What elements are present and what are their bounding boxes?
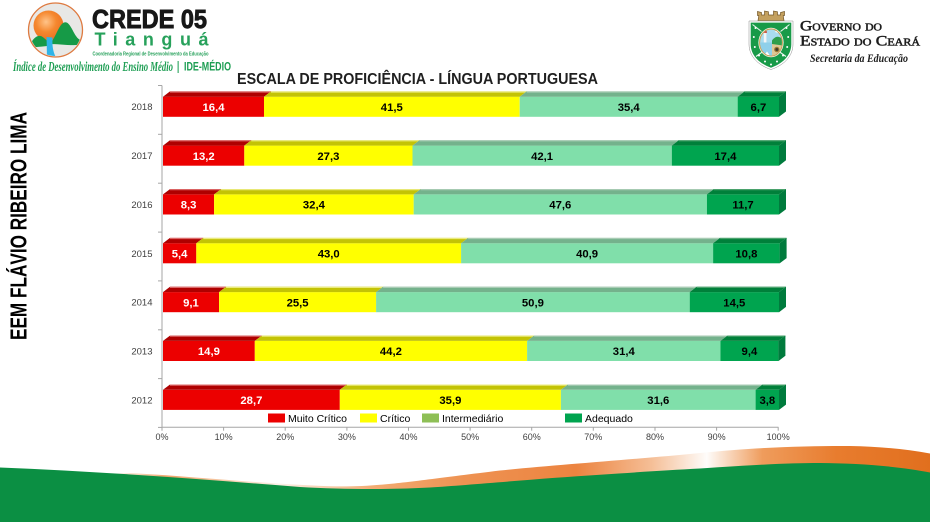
svg-text:70%: 70% bbox=[584, 432, 602, 442]
svg-text:2013: 2013 bbox=[131, 347, 152, 358]
svg-text:40,9: 40,9 bbox=[576, 249, 598, 261]
svg-text:25,5: 25,5 bbox=[287, 297, 309, 309]
svg-text:ESCALA DE PROFICIÊNCIA - LÍNGU: ESCALA DE PROFICIÊNCIA - LÍNGUA PORTUGUE… bbox=[237, 70, 598, 88]
svg-text:2017: 2017 bbox=[131, 151, 152, 162]
svg-text:80%: 80% bbox=[646, 432, 664, 442]
svg-text:13,2: 13,2 bbox=[193, 151, 215, 163]
svg-text:3,8: 3,8 bbox=[759, 395, 775, 407]
svg-text:32,4: 32,4 bbox=[303, 200, 326, 212]
svg-text:10%: 10% bbox=[215, 432, 233, 442]
svg-text:Adequado: Adequado bbox=[585, 413, 633, 425]
svg-text:47,6: 47,6 bbox=[549, 200, 571, 212]
svg-text:Muito Crítico: Muito Crítico bbox=[288, 413, 347, 425]
svg-text:44,2: 44,2 bbox=[380, 346, 402, 358]
svg-text:0%: 0% bbox=[155, 432, 168, 442]
svg-text:14,9: 14,9 bbox=[198, 346, 220, 358]
svg-text:31,6: 31,6 bbox=[647, 395, 669, 407]
svg-text:Governo do: Governo do bbox=[800, 19, 882, 35]
svg-text:11,7: 11,7 bbox=[732, 200, 753, 212]
svg-text:2018: 2018 bbox=[131, 102, 152, 113]
svg-text:90%: 90% bbox=[708, 432, 726, 442]
svg-text:35,4: 35,4 bbox=[618, 102, 641, 114]
svg-text:16,4: 16,4 bbox=[203, 102, 226, 114]
svg-text:Índice de Desenvolvimento do E: Índice de Desenvolvimento do Ensino Médi… bbox=[12, 59, 173, 74]
svg-text:60%: 60% bbox=[523, 432, 541, 442]
svg-text:Secretaria da Educação: Secretaria da Educação bbox=[810, 53, 908, 65]
svg-text:31,4: 31,4 bbox=[613, 346, 636, 358]
svg-text:IDE-MÉDIO: IDE-MÉDIO bbox=[184, 61, 231, 74]
svg-text:CREDE 05: CREDE 05 bbox=[92, 4, 207, 34]
svg-text:6,7: 6,7 bbox=[751, 102, 767, 114]
svg-text:14,5: 14,5 bbox=[723, 297, 745, 309]
svg-text:42,1: 42,1 bbox=[531, 151, 553, 163]
svg-text:27,3: 27,3 bbox=[317, 151, 339, 163]
svg-text:28,7: 28,7 bbox=[240, 395, 262, 407]
svg-text:Coordenadoria Regional de Dese: Coordenadoria Regional de Desenvolviment… bbox=[93, 52, 209, 58]
svg-text:2012: 2012 bbox=[131, 395, 152, 406]
svg-text:EEM FLÁVIO RIBEIRO LIMA: EEM FLÁVIO RIBEIRO LIMA bbox=[5, 112, 32, 340]
svg-text:100%: 100% bbox=[767, 432, 790, 442]
svg-text:2014: 2014 bbox=[131, 298, 152, 309]
svg-text:2016: 2016 bbox=[131, 200, 152, 211]
svg-text:8,3: 8,3 bbox=[181, 200, 197, 212]
svg-text:50,9: 50,9 bbox=[522, 297, 544, 309]
svg-text:40%: 40% bbox=[399, 432, 417, 442]
svg-text:Crítico: Crítico bbox=[380, 413, 410, 425]
svg-text:Intermediário: Intermediário bbox=[442, 413, 503, 425]
svg-text:9,4: 9,4 bbox=[742, 346, 758, 358]
svg-text:9,1: 9,1 bbox=[183, 297, 199, 309]
svg-text:50%: 50% bbox=[461, 432, 479, 442]
svg-text:2015: 2015 bbox=[131, 249, 152, 260]
svg-text:41,5: 41,5 bbox=[381, 102, 403, 114]
svg-text:Estado do Ceará: Estado do Ceará bbox=[800, 34, 921, 50]
svg-text:10,8: 10,8 bbox=[735, 249, 757, 261]
svg-text:30%: 30% bbox=[338, 432, 356, 442]
svg-text:35,9: 35,9 bbox=[439, 395, 461, 407]
svg-text:17,4: 17,4 bbox=[714, 151, 737, 163]
svg-text:|: | bbox=[177, 60, 180, 74]
svg-text:20%: 20% bbox=[276, 432, 294, 442]
svg-text:5,4: 5,4 bbox=[172, 249, 188, 261]
svg-text:43,0: 43,0 bbox=[318, 249, 340, 261]
